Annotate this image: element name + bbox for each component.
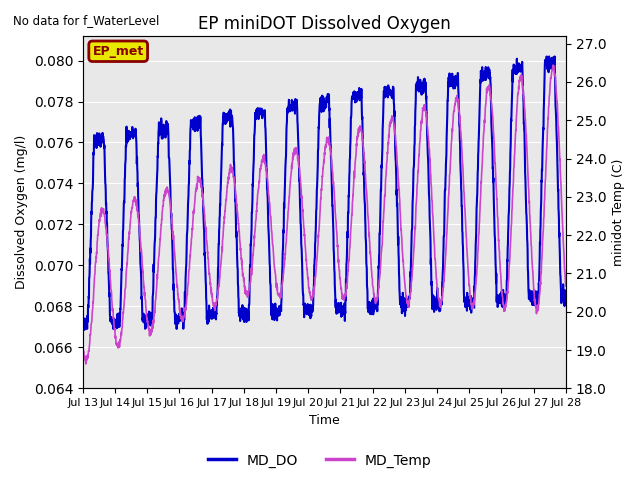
X-axis label: Time: Time (309, 414, 340, 427)
Text: No data for f_WaterLevel: No data for f_WaterLevel (13, 14, 159, 27)
Title: EP miniDOT Dissolved Oxygen: EP miniDOT Dissolved Oxygen (198, 15, 451, 33)
Y-axis label: Dissolved Oxygen (mg/l): Dissolved Oxygen (mg/l) (15, 135, 28, 289)
Y-axis label: minidot Temp (C): minidot Temp (C) (612, 158, 625, 266)
Text: EP_met: EP_met (93, 45, 144, 58)
Legend: MD_DO, MD_Temp: MD_DO, MD_Temp (203, 448, 437, 473)
